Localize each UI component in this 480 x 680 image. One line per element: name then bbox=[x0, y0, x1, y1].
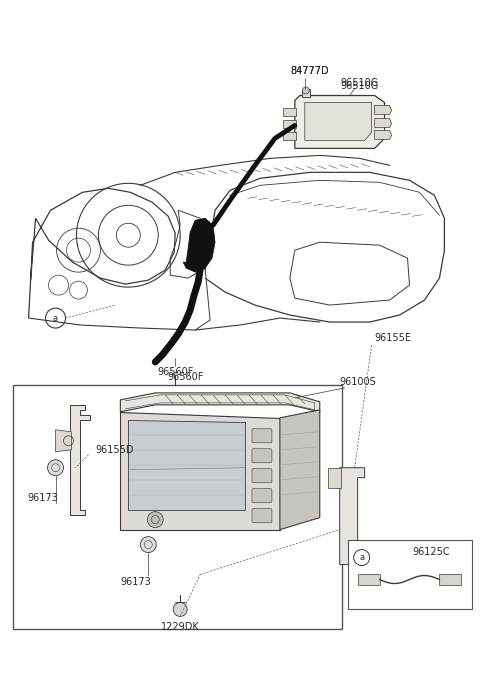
Text: 96173: 96173 bbox=[27, 493, 58, 503]
FancyBboxPatch shape bbox=[252, 449, 272, 463]
Text: 96155D: 96155D bbox=[96, 445, 134, 455]
Text: 96560F: 96560F bbox=[167, 372, 204, 382]
Text: 96510G: 96510G bbox=[340, 80, 379, 90]
Text: 96510G: 96510G bbox=[340, 78, 379, 88]
Text: 96173: 96173 bbox=[120, 577, 151, 587]
Polygon shape bbox=[374, 131, 392, 139]
Text: 84777D: 84777D bbox=[290, 65, 329, 75]
Polygon shape bbox=[56, 430, 72, 452]
Polygon shape bbox=[283, 109, 296, 116]
Text: 1229DK: 1229DK bbox=[161, 622, 200, 632]
FancyBboxPatch shape bbox=[252, 489, 272, 503]
Text: 96155E: 96155E bbox=[374, 333, 412, 343]
Circle shape bbox=[48, 460, 63, 476]
Polygon shape bbox=[71, 405, 90, 515]
Polygon shape bbox=[328, 468, 341, 488]
Polygon shape bbox=[302, 88, 310, 97]
Text: a: a bbox=[359, 553, 364, 562]
Bar bbox=[12, 385, 342, 630]
Polygon shape bbox=[374, 105, 392, 114]
FancyBboxPatch shape bbox=[252, 469, 272, 483]
Circle shape bbox=[173, 602, 187, 617]
Polygon shape bbox=[183, 218, 215, 272]
Text: 96125C: 96125C bbox=[413, 547, 450, 556]
Text: 84777D: 84777D bbox=[290, 65, 329, 75]
FancyBboxPatch shape bbox=[252, 429, 272, 443]
Polygon shape bbox=[358, 573, 380, 585]
Bar bbox=[348, 540, 472, 609]
Polygon shape bbox=[280, 410, 320, 530]
Circle shape bbox=[147, 511, 163, 528]
Polygon shape bbox=[283, 120, 296, 129]
Polygon shape bbox=[439, 573, 461, 585]
Circle shape bbox=[302, 87, 309, 94]
Text: 96560F: 96560F bbox=[157, 367, 193, 377]
Polygon shape bbox=[374, 118, 392, 127]
Text: a: a bbox=[53, 313, 58, 322]
Polygon shape bbox=[120, 393, 320, 412]
Polygon shape bbox=[128, 420, 245, 509]
Polygon shape bbox=[305, 103, 372, 140]
FancyBboxPatch shape bbox=[252, 509, 272, 523]
Polygon shape bbox=[120, 412, 280, 530]
Text: 96100S: 96100S bbox=[340, 377, 376, 387]
Circle shape bbox=[140, 537, 156, 553]
Polygon shape bbox=[283, 133, 296, 140]
Polygon shape bbox=[340, 468, 365, 564]
Polygon shape bbox=[295, 95, 384, 148]
